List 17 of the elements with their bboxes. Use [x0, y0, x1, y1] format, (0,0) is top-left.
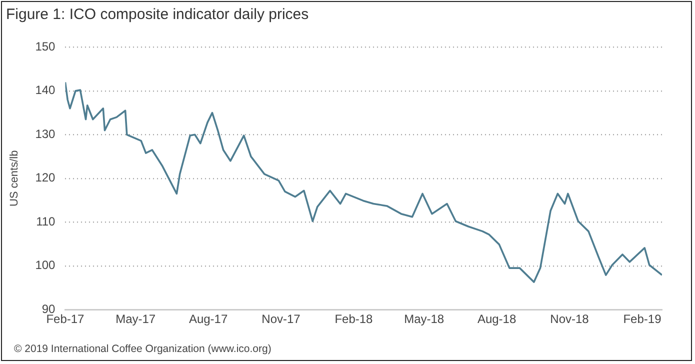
y-tick-label: 110	[36, 214, 56, 228]
x-tick-label: Nov-17	[262, 312, 301, 326]
y-tick-label: 140	[35, 83, 56, 98]
y-tick-label: 120	[35, 170, 56, 185]
x-tick-label: Aug-18	[477, 312, 516, 326]
x-tick-label: May-18	[404, 312, 444, 326]
chart-title: Figure 1: ICO composite indicator daily prices	[6, 6, 309, 23]
y-tick-label: 150	[35, 40, 56, 54]
x-tick-label: Feb-19	[623, 312, 662, 326]
y-tick-label: 100	[35, 258, 56, 272]
x-tick-label: Nov-18	[550, 312, 590, 326]
x-tick-label: Feb-18	[334, 312, 374, 326]
y-axis-title: US cents/lb	[8, 150, 21, 207]
y-tick-label: 130	[35, 126, 56, 141]
x-tick-label: May-17	[116, 312, 156, 326]
x-tick-label: Aug-17	[188, 312, 228, 326]
text: © 2019 International Coffee Organization (www.ico.org)	[14, 343, 272, 355]
